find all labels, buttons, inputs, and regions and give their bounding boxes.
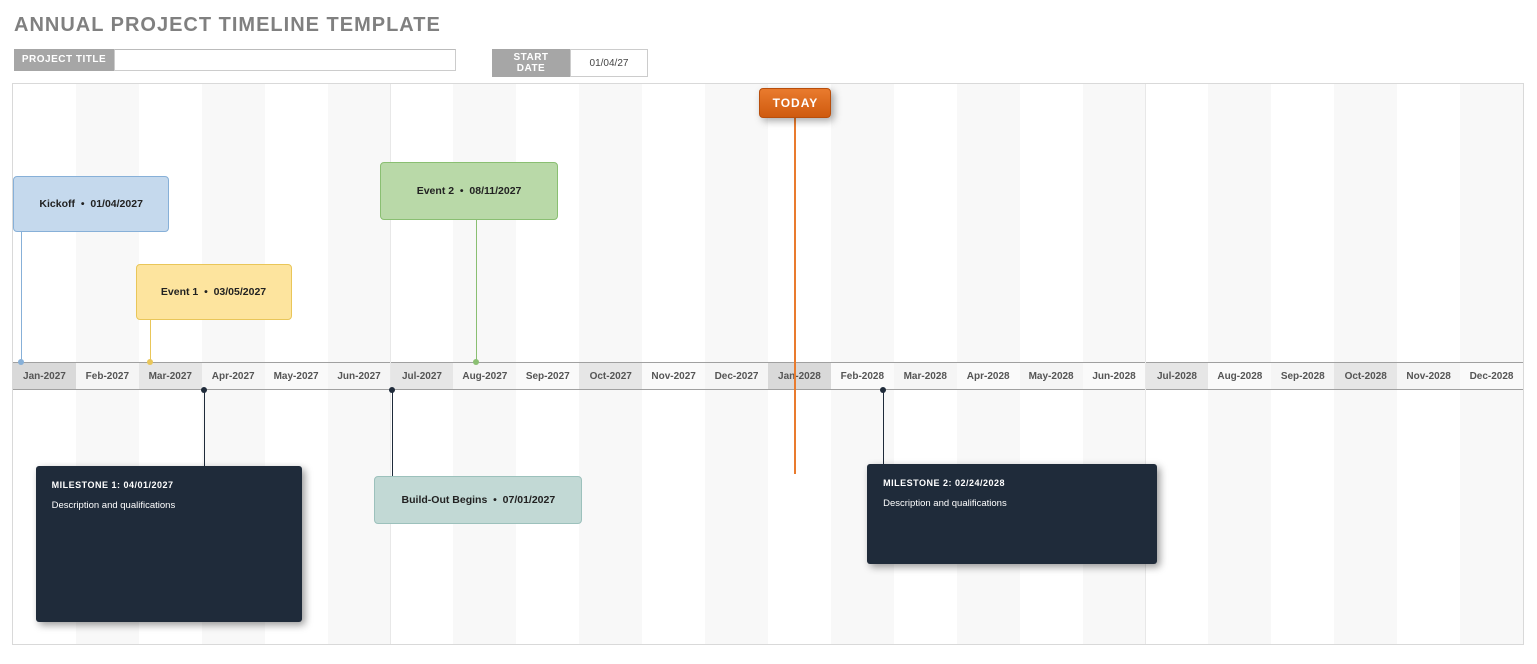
today-line <box>794 116 796 474</box>
month-cell: Feb-2027 <box>76 362 139 390</box>
project-title-input[interactable] <box>114 49 456 71</box>
month-cell: Sep-2027 <box>516 362 579 390</box>
event-buildout[interactable]: Build-Out Begins • 07/01/2027 <box>374 476 582 524</box>
milestone-title: MILESTONE 1: 04/01/2027 <box>52 480 286 490</box>
month-cell: Jan-2028 <box>768 362 831 390</box>
project-title-label: PROJECT TITLE <box>14 49 114 71</box>
connector-line <box>476 220 477 362</box>
connector-line <box>204 390 205 466</box>
month-cell: Jan-2027 <box>13 362 76 390</box>
month-cell: Nov-2028 <box>1397 362 1460 390</box>
connector-dot <box>880 387 886 393</box>
month-cell: Aug-2028 <box>1208 362 1271 390</box>
milestone-ms2[interactable]: MILESTONE 2: 02/24/2028 Description and q… <box>867 464 1157 564</box>
event-label: Build-Out Begins • 07/01/2027 <box>402 494 556 506</box>
month-cell: Mar-2027 <box>139 362 202 390</box>
connector-dot <box>389 387 395 393</box>
connector-dot <box>473 359 479 365</box>
month-cell: Jul-2027 <box>391 362 454 390</box>
month-cell: Mar-2028 <box>894 362 957 390</box>
event-kickoff[interactable]: Kickoff • 01/04/2027 <box>13 176 169 232</box>
connector-line <box>21 232 22 362</box>
project-title-field: PROJECT TITLE <box>14 49 456 71</box>
timeline-canvas: Jan-2027Feb-2027Mar-2027Apr-2027May-2027… <box>12 83 1524 645</box>
start-date-input[interactable]: 01/04/27 <box>570 49 648 77</box>
month-axis: Jan-2027Feb-2027Mar-2027Apr-2027May-2027… <box>13 362 1523 390</box>
month-cell: Oct-2028 <box>1334 362 1397 390</box>
month-cell: Jun-2028 <box>1083 362 1146 390</box>
connector-line <box>883 390 884 464</box>
month-cell: Dec-2027 <box>705 362 768 390</box>
connector-line <box>150 320 151 362</box>
event-label: Event 2 • 08/11/2027 <box>417 185 522 197</box>
milestone-ms1[interactable]: MILESTONE 1: 04/01/2027 Description and q… <box>36 466 302 622</box>
today-marker[interactable]: TODAY <box>759 88 831 118</box>
month-cell: Nov-2027 <box>642 362 705 390</box>
month-cell: Feb-2028 <box>831 362 894 390</box>
month-cell: Apr-2028 <box>957 362 1020 390</box>
month-cell: Sep-2028 <box>1271 362 1334 390</box>
month-cell: Jul-2028 <box>1146 362 1209 390</box>
month-cell: Jun-2027 <box>328 362 391 390</box>
event-label: Kickoff • 01/04/2027 <box>39 198 142 210</box>
event-event2[interactable]: Event 2 • 08/11/2027 <box>380 162 558 220</box>
milestone-title: MILESTONE 2: 02/24/2028 <box>883 478 1141 488</box>
month-cell: Apr-2027 <box>202 362 265 390</box>
start-date-label: START DATE <box>492 49 570 77</box>
connector-dot <box>147 359 153 365</box>
connector-dot <box>18 359 24 365</box>
month-cell: May-2028 <box>1020 362 1083 390</box>
milestone-desc: Description and qualifications <box>52 500 286 511</box>
event-label: Event 1 • 03/05/2027 <box>161 286 266 298</box>
connector-dot <box>201 387 207 393</box>
connector-line <box>392 390 393 476</box>
event-event1[interactable]: Event 1 • 03/05/2027 <box>136 264 292 320</box>
page-title: ANNUAL PROJECT TIMELINE TEMPLATE <box>14 14 1537 37</box>
month-cell: Oct-2027 <box>579 362 642 390</box>
header-fields: PROJECT TITLE START DATE 01/04/27 <box>14 49 1537 77</box>
month-cell: May-2027 <box>265 362 328 390</box>
start-date-field: START DATE 01/04/27 <box>492 49 648 77</box>
milestone-desc: Description and qualifications <box>883 498 1141 509</box>
month-cell: Dec-2028 <box>1460 362 1523 390</box>
month-cell: Aug-2027 <box>453 362 516 390</box>
